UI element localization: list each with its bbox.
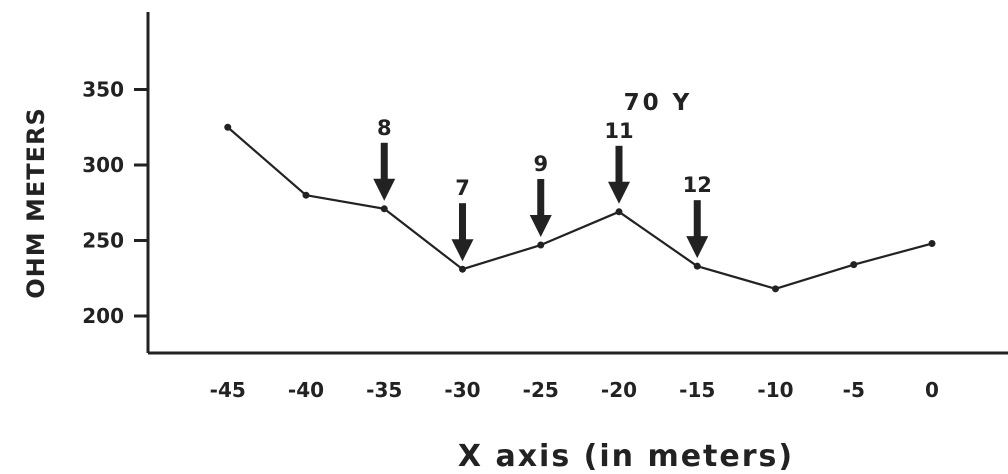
arrow-label: 9 (533, 152, 548, 176)
arrow-9: 9 (529, 152, 552, 238)
arrow-shaft (615, 145, 623, 184)
x-ticks: -45 -40 -35 -30 -25 -20 -15 -10 -5 0 (210, 378, 939, 402)
x-tick-label: -35 (366, 378, 402, 402)
arrow-7: 7 (451, 176, 474, 262)
arrow-head (451, 239, 474, 262)
arrow-label: 8 (377, 116, 392, 140)
series-line (227, 126, 933, 290)
arrow-shaft (537, 179, 545, 218)
y-tick-label: 350 (82, 78, 124, 102)
x-tick-label: 0 (925, 378, 939, 402)
data-point (772, 285, 779, 293)
arrow-head (686, 236, 709, 259)
arrow-11: 11 (604, 119, 634, 204)
data-point (459, 265, 466, 273)
x-tick-label: -15 (679, 378, 715, 402)
arrow-head (529, 215, 552, 238)
arrow-head (608, 181, 630, 204)
arrow-label: 11 (604, 119, 633, 143)
arrow-shaft (459, 203, 466, 242)
arrow-8: 8 (373, 116, 396, 201)
y-tick-label: 300 (82, 153, 124, 177)
series-group (224, 123, 936, 293)
x-tick-label: -45 (210, 378, 246, 402)
y-tick-label: 250 (82, 229, 124, 253)
x-tick-label: -30 (444, 378, 480, 402)
data-point (302, 191, 310, 199)
data-point (850, 261, 858, 269)
annotation-70y: 70 Y (624, 90, 693, 116)
x-axis-title: X axis (in meters) (458, 439, 794, 474)
axes (146, 12, 1008, 355)
x-tick-label: -25 (523, 378, 559, 402)
x-tick-label: -5 (843, 378, 865, 402)
data-point (928, 240, 936, 248)
data-point (224, 123, 232, 131)
y-axis-title: OHM METERS (22, 107, 50, 299)
y-tick-label: 200 (82, 304, 124, 328)
arrow-12: 12 (683, 173, 712, 259)
y-ticks: 350 300 250 200 (82, 78, 148, 328)
arrow-head (373, 178, 396, 201)
x-tick-label: -20 (601, 378, 637, 402)
data-point (537, 241, 545, 249)
x-tick-label: -40 (288, 378, 324, 402)
x-tick-label: -10 (757, 378, 793, 402)
arrow-shaft (380, 142, 388, 181)
arrow-markers: 8 7 9 11 12 (373, 116, 712, 262)
data-point (693, 262, 701, 270)
arrow-label: 12 (683, 173, 712, 197)
arrow-label: 7 (455, 176, 470, 200)
data-point (380, 205, 388, 213)
arrow-shaft (693, 200, 701, 239)
data-point (615, 208, 623, 216)
